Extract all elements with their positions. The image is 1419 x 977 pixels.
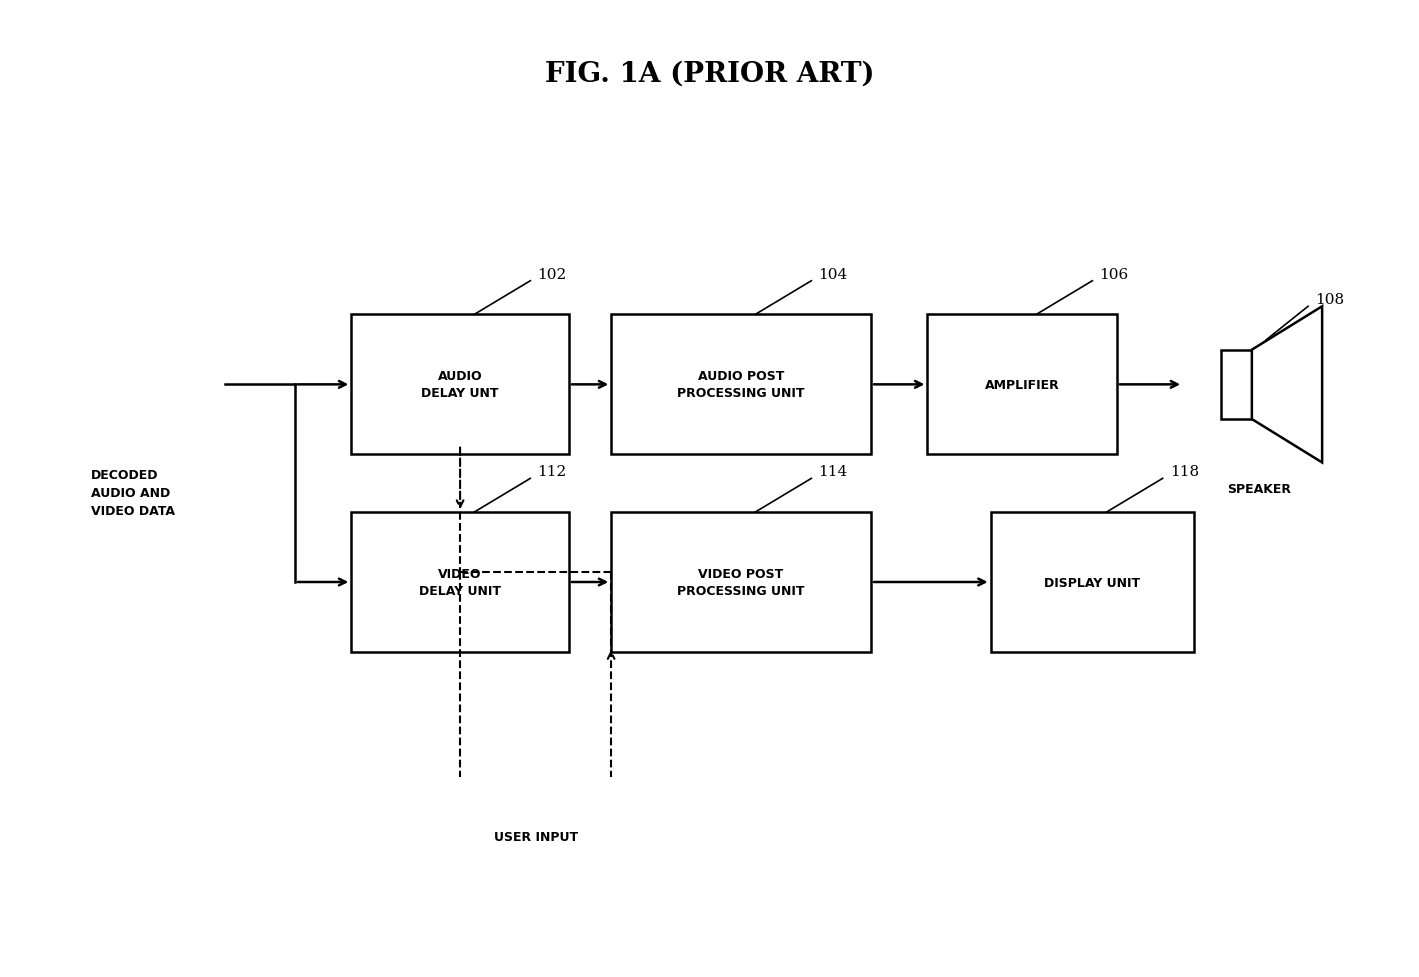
Text: AUDIO
DELAY UNT: AUDIO DELAY UNT: [421, 370, 499, 400]
Bar: [990, 513, 1195, 653]
Text: SPEAKER: SPEAKER: [1227, 483, 1291, 495]
Bar: [350, 513, 569, 653]
Text: DECODED
AUDIO AND
VIDEO DATA: DECODED AUDIO AND VIDEO DATA: [91, 469, 176, 518]
Bar: [1220, 351, 1252, 420]
Text: 118: 118: [1169, 465, 1199, 479]
Bar: [612, 513, 871, 653]
Polygon shape: [1252, 307, 1323, 463]
Text: VIDEO POST
PROCESSING UNIT: VIDEO POST PROCESSING UNIT: [677, 568, 805, 597]
Text: 104: 104: [819, 268, 847, 281]
Text: 102: 102: [538, 268, 566, 281]
Text: 112: 112: [538, 465, 566, 479]
Text: 106: 106: [1100, 268, 1128, 281]
Bar: [612, 316, 871, 454]
Text: VIDEO
DELAY UNIT: VIDEO DELAY UNIT: [419, 568, 501, 597]
Bar: [350, 316, 569, 454]
Bar: [927, 316, 1117, 454]
Text: FIG. 1A (PRIOR ART): FIG. 1A (PRIOR ART): [545, 61, 874, 88]
Text: 114: 114: [819, 465, 847, 479]
Text: AUDIO POST
PROCESSING UNIT: AUDIO POST PROCESSING UNIT: [677, 370, 805, 400]
Text: AMPLIFIER: AMPLIFIER: [985, 378, 1060, 392]
Text: USER INPUT: USER INPUT: [494, 830, 578, 843]
Text: DISPLAY UNIT: DISPLAY UNIT: [1044, 575, 1141, 589]
Text: 108: 108: [1315, 293, 1344, 307]
